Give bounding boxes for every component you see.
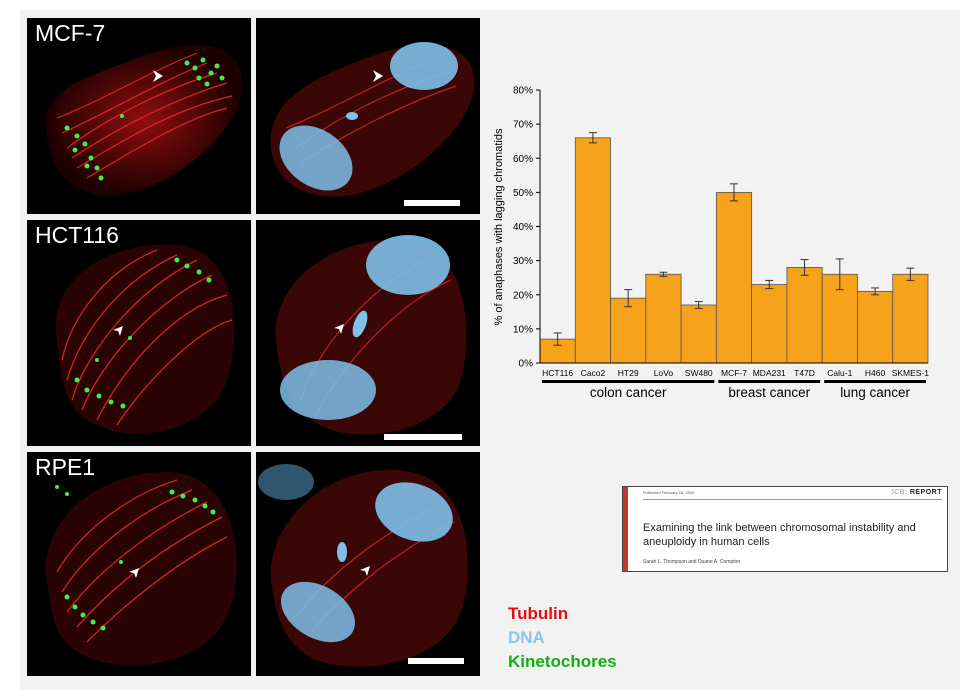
journal-accent-bar xyxy=(623,487,628,571)
x-tick-label: Calu-1 xyxy=(827,368,852,378)
mcf7-micrograph xyxy=(45,44,243,196)
x-tick-label: LoVo xyxy=(654,368,674,378)
y-tick-label: 20% xyxy=(513,290,533,301)
cell-line-label: RPE1 xyxy=(35,454,96,480)
cell-line-label: HCT116 xyxy=(35,222,119,248)
mcf7-dna-panel xyxy=(256,18,480,214)
paper-citation-card: Published February 16, 2009 JCB: REPORT … xyxy=(622,486,948,572)
rpe1-micrograph xyxy=(45,472,237,666)
y-tick-label: 10% xyxy=(513,324,533,335)
bar-skmes-1 xyxy=(892,273,929,364)
y-tick-label: 0% xyxy=(519,359,534,370)
y-tick-label: 50% xyxy=(513,188,533,199)
y-tick-label: 30% xyxy=(513,256,533,267)
x-tick-label: SKMES-1 xyxy=(892,368,930,378)
bar-sw480 xyxy=(680,304,717,364)
x-tick-label: MDA231 xyxy=(753,368,786,378)
mcf7-dna-micrograph xyxy=(270,42,475,197)
journal-section: REPORT xyxy=(909,489,942,496)
x-tick-label: Caco2 xyxy=(581,368,606,378)
y-tick-label: 70% xyxy=(513,120,533,131)
rpe1-merge-panel: RPE1 xyxy=(27,452,251,676)
hct116-dna-micrograph xyxy=(275,235,467,435)
hct116-micrograph xyxy=(55,244,235,434)
legend-dna: DNA xyxy=(508,628,545,647)
scale-bar xyxy=(408,658,464,664)
group-bracket xyxy=(718,380,821,383)
bar-mcf-7 xyxy=(715,191,753,364)
x-tick-label: HCT116 xyxy=(542,368,573,378)
bar-mda231 xyxy=(751,284,788,364)
y-axis-label: % of anaphases with lagging chromatids xyxy=(493,128,505,325)
bar-caco2 xyxy=(574,137,611,364)
rpe1-dna-micrograph xyxy=(258,464,468,667)
group-label: lung cancer xyxy=(840,385,910,400)
bar-chart-svg: 0% 10% 20% 30% 40% 50% 60% 70% 80% HCT116 Caco2 HT… xyxy=(493,86,930,401)
cell-line-label: MCF-7 xyxy=(35,20,106,46)
bar-h460 xyxy=(857,290,894,364)
paper-authors: Sarah L. Thompson and Duane A. Compton xyxy=(643,559,741,565)
paper-title: Examining the link between chromosomal i… xyxy=(643,522,916,548)
published-date: Published February 16, 2009 xyxy=(643,490,695,495)
rpe1-dna-panel xyxy=(256,452,480,676)
header-rule xyxy=(643,499,942,500)
y-tick-label: 80% xyxy=(513,86,533,97)
journal-header: JCB: REPORT xyxy=(890,489,942,496)
bar-t47d xyxy=(786,267,823,364)
scale-bar xyxy=(384,434,462,440)
hct116-merge-panel: HCT116 xyxy=(27,220,251,446)
lagging-chromatids-chart: 0% 10% 20% 30% 40% 50% 60% 70% 80% HCT116 Caco2 HT… xyxy=(490,80,935,410)
mcf7-merge-panel: MCF-7 xyxy=(27,18,251,214)
legend-tubulin: Tubulin xyxy=(508,604,569,623)
x-tick-label: SW480 xyxy=(685,368,713,378)
x-tick-label: T47D xyxy=(794,368,815,378)
bar-lovo xyxy=(645,273,682,364)
group-bracket xyxy=(542,380,715,383)
group-label: colon cancer xyxy=(590,385,667,400)
group-label: breast cancer xyxy=(728,385,810,400)
x-tick-label: H460 xyxy=(865,368,886,378)
bar-ht29 xyxy=(610,297,647,364)
journal-prefix: JCB: xyxy=(890,489,908,496)
group-bracket xyxy=(824,380,926,383)
legend-kinetochores: Kinetochores xyxy=(508,652,617,671)
x-tick-label: MCF-7 xyxy=(721,368,747,378)
scale-bar xyxy=(404,200,460,206)
hct116-dna-panel xyxy=(256,220,480,446)
y-tick-label: 60% xyxy=(513,154,533,165)
y-tick-label: 40% xyxy=(513,222,533,233)
x-tick-label: HT29 xyxy=(618,368,639,378)
